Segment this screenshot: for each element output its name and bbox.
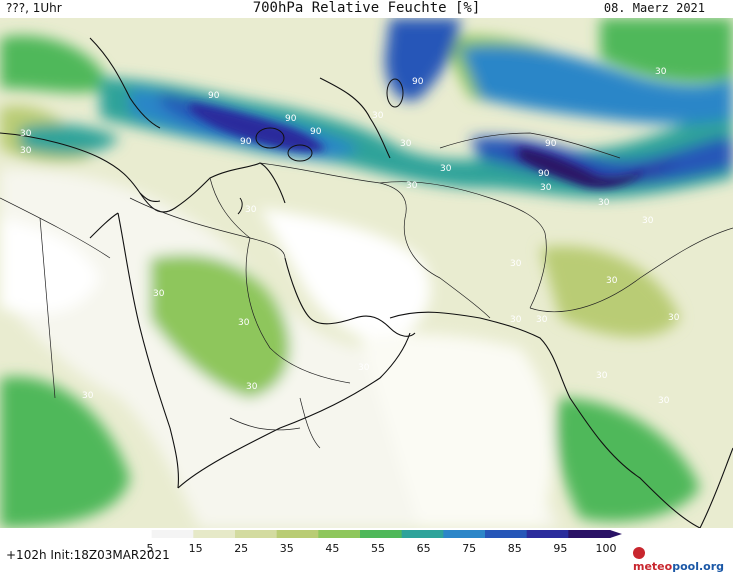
colorbar-arrow [610, 530, 622, 538]
lakes [237, 78, 404, 215]
colorbar-label: 95 [553, 542, 567, 555]
colorbar-label: 25 [234, 542, 248, 555]
meteopool-logo[interactable]: meteopool.org [633, 547, 733, 573]
contour-label: 30 [400, 139, 412, 149]
contour-label: 30 [540, 183, 552, 193]
coastlines [0, 37, 733, 528]
colorbar-segment [360, 530, 403, 538]
contour-label: 30 [245, 205, 257, 215]
colorbar-label: 85 [508, 542, 522, 555]
contour-label: 30 [642, 216, 654, 226]
colorbar-segment [318, 530, 361, 538]
contour-label: 90 [545, 139, 557, 149]
contour-label: 30 [82, 391, 94, 401]
colorbar-segment [443, 530, 486, 538]
borders [0, 132, 733, 449]
colorbar-segment [568, 530, 611, 538]
colorbar-segment [526, 530, 569, 538]
humidity-map: 90 90 90 90 90 90 90 30 30 30 30 30 30 30 30 30 30 30 30 30… [0, 18, 733, 528]
colorbar-segment [151, 530, 194, 538]
contour-label: 90 [412, 77, 424, 87]
colorbar-label: 75 [462, 542, 476, 555]
colorbar-label: 35 [280, 542, 294, 555]
colorbar-label: 65 [417, 542, 431, 555]
contour-label: 90 [208, 91, 220, 101]
contour-label: 30 [668, 313, 680, 323]
contour-label: 30 [510, 259, 522, 269]
contour-label: 30 [20, 146, 32, 156]
contour-label: 30 [246, 382, 258, 392]
colorbar-segment [276, 530, 319, 538]
colorbar-label: 5 [147, 542, 154, 555]
contour-label: 30 [358, 363, 370, 373]
map-title: 700hPa Relative Feuchte [%] [252, 0, 481, 16]
colorbar: 5 15 25 35 45 55 65 75 85 95 100 [110, 530, 622, 555]
colorbar-label: 15 [189, 542, 203, 555]
colorbar-label: 100 [596, 542, 617, 555]
colorbar-label: 45 [325, 542, 339, 555]
forecast-info: +102h Init:18Z03MAR2021 [6, 548, 170, 562]
contour-label: 30 [658, 396, 670, 406]
contour-label: 90 [285, 114, 297, 124]
contour-label: 30 [536, 315, 548, 325]
contour-label: 30 [596, 371, 608, 381]
contour-label: 90 [240, 137, 252, 147]
contour-label: 30 [598, 198, 610, 208]
colorbar-segment [401, 530, 444, 538]
colorbar-label: 55 [371, 542, 385, 555]
colorbar-segment [235, 530, 278, 538]
contour-label: 30 [238, 318, 250, 328]
contour-label: 30 [510, 315, 522, 325]
contour-labels: 90 90 90 90 90 90 90 30 30 30 30 30 30 30 30 30 30 30 30 30… [20, 67, 680, 406]
colorbar-segment [110, 530, 153, 538]
contour-label: 30 [440, 164, 452, 174]
contour-label: 90 [538, 169, 550, 179]
contour-label: 30 [655, 67, 667, 77]
humidity-core [190, 103, 645, 188]
logo-icon [633, 547, 645, 559]
contour-label: 30 [406, 181, 418, 191]
contour-label: 90 [310, 127, 322, 137]
contour-label: 30 [606, 276, 618, 286]
colorbar-segment [485, 530, 528, 538]
colorbar-segment [193, 530, 236, 538]
contour-label: 30 [20, 129, 32, 139]
header-location: ???, 1Uhr [6, 1, 62, 15]
contour-label: 30 [153, 289, 165, 299]
header-date: 08. Maerz 2021 [603, 1, 705, 15]
contour-label: 30 [372, 111, 384, 121]
